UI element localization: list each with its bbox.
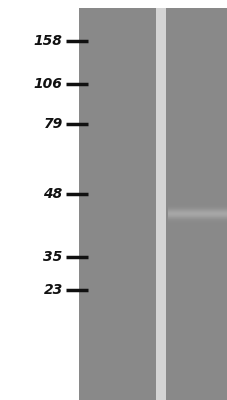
Text: 23: 23: [43, 283, 62, 297]
Bar: [0, 0, 78, 400]
Bar: [166, 8, 227, 400]
Text: 79: 79: [43, 117, 62, 131]
Bar: [78, 8, 155, 400]
Text: 158: 158: [34, 34, 62, 48]
Text: 48: 48: [43, 187, 62, 201]
Text: 106: 106: [34, 78, 62, 92]
Bar: [155, 8, 166, 400]
Text: 35: 35: [43, 250, 62, 264]
